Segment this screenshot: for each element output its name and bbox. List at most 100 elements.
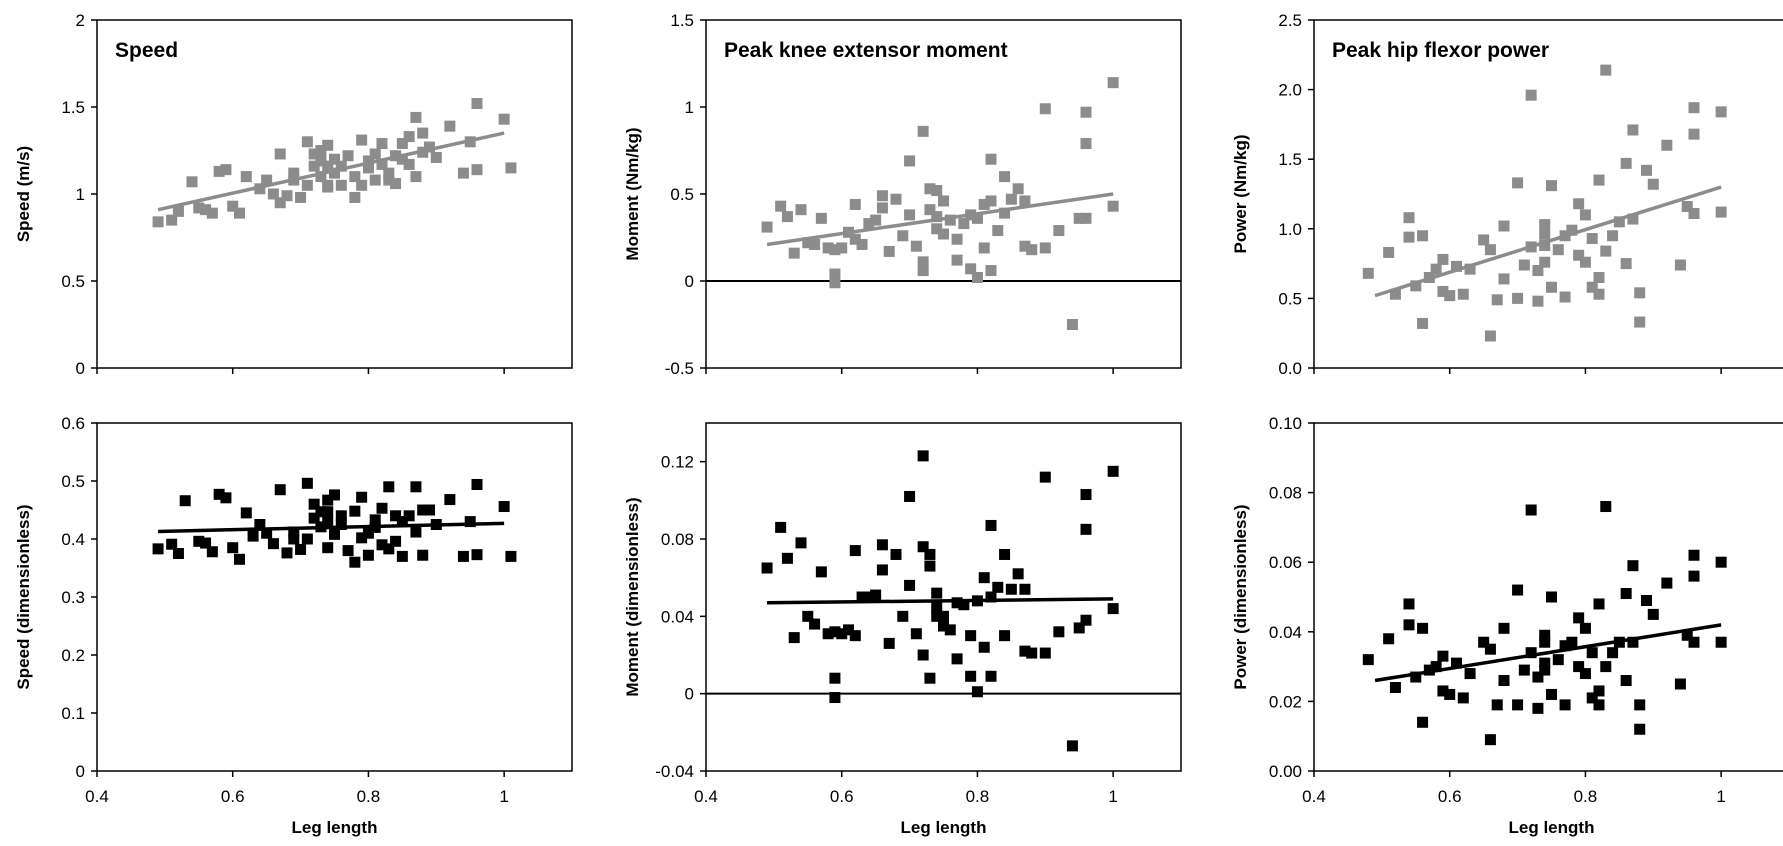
data-point [938,228,949,240]
data-point [802,610,814,622]
data-point [904,490,916,502]
data-point [1532,295,1544,307]
data-point [1715,106,1727,118]
data-point [849,198,861,210]
data-point [444,120,456,132]
data-point [329,153,340,165]
data-point [1627,213,1639,225]
data-point [1607,647,1619,659]
data-point [876,539,888,551]
data-point [329,167,340,179]
chart-panel-1: 0 0.5 1 1.5 2 Speed Speed (m/s) [14,11,573,378]
data-point [1607,230,1619,242]
data-point [166,214,178,226]
x-tick-label: 0.6 [830,787,854,806]
data-point [890,193,902,205]
data-point [396,138,408,150]
data-point [1451,657,1462,669]
data-point [390,535,402,547]
data-point [1559,699,1571,711]
data-point [1546,688,1557,700]
y-tick-label: 0 [76,762,85,781]
data-point [1518,664,1530,676]
data-point [863,591,875,603]
data-point [951,233,963,245]
data-point [1039,647,1051,659]
data-point [1586,647,1598,659]
data-point [1600,245,1612,257]
data-point [362,162,374,174]
data-point [1107,200,1119,212]
panel-title: Peak knee extensor moment [724,39,1008,62]
y-tick-label: 0.04 [661,607,694,626]
data-point [1634,316,1646,328]
data-point [1362,267,1374,279]
data-point [1464,668,1476,680]
y-tick-label: 0.06 [1269,553,1302,572]
data-point [1579,622,1591,634]
data-point [505,162,517,174]
data-point [1559,640,1571,652]
x-tick-label: 0.4 [85,787,109,806]
data-point [254,519,266,530]
data-point [985,265,997,277]
data-point [281,190,293,202]
data-point [985,670,997,682]
plot-area-frame [1313,422,1783,772]
data-point [1457,692,1469,704]
data-point [1073,622,1085,634]
data-point [1518,259,1530,271]
data-point [383,167,395,179]
data-point [329,489,340,501]
data-point [369,174,381,186]
panel-title: Speed [115,39,178,62]
data-point [904,579,916,591]
x-tick-label: 0.8 [1574,787,1598,806]
plot-area-frame [1313,19,1783,369]
data-point [917,541,929,553]
data-point [396,550,408,562]
data-point [1641,164,1652,176]
trendline [1374,623,1722,683]
data-point [369,514,381,526]
data-point [836,628,848,640]
data-point [1579,668,1591,680]
data-point [1498,622,1510,634]
data-point [227,200,239,212]
data-point [315,171,327,183]
data-point [856,238,868,250]
data-point [856,591,868,603]
data-point [978,641,990,653]
chart-panel-5: -0.04 0 0.04 0.08 0.12 0.4 0.6 0.8 1 Moment (dime… [623,422,1182,837]
data-point [1573,249,1585,261]
data-point [1389,681,1401,693]
data-point [1539,256,1551,268]
data-point [1512,177,1524,189]
data-point [186,176,198,188]
data-point [1080,489,1092,501]
data-point [329,528,340,540]
data-point [417,127,429,139]
data-point [775,200,787,212]
data-point [227,542,239,554]
data-point [1546,180,1557,192]
y-tick-label: 0.5 [670,185,694,204]
data-point [809,618,821,630]
data-point [213,488,225,500]
data-point [958,218,970,230]
data-point [931,610,943,622]
data-point [417,549,429,561]
data-point [349,191,361,203]
y-tick-label: 0.2 [61,646,85,665]
data-point [430,151,442,163]
data-point [781,211,793,223]
data-point [315,506,327,518]
data-point [951,597,963,609]
data-point [1600,64,1612,76]
data-point [498,501,510,513]
data-point [335,160,347,172]
data-point [999,548,1011,560]
data-point [424,141,435,153]
data-point [1634,723,1646,735]
data-point [795,204,807,216]
